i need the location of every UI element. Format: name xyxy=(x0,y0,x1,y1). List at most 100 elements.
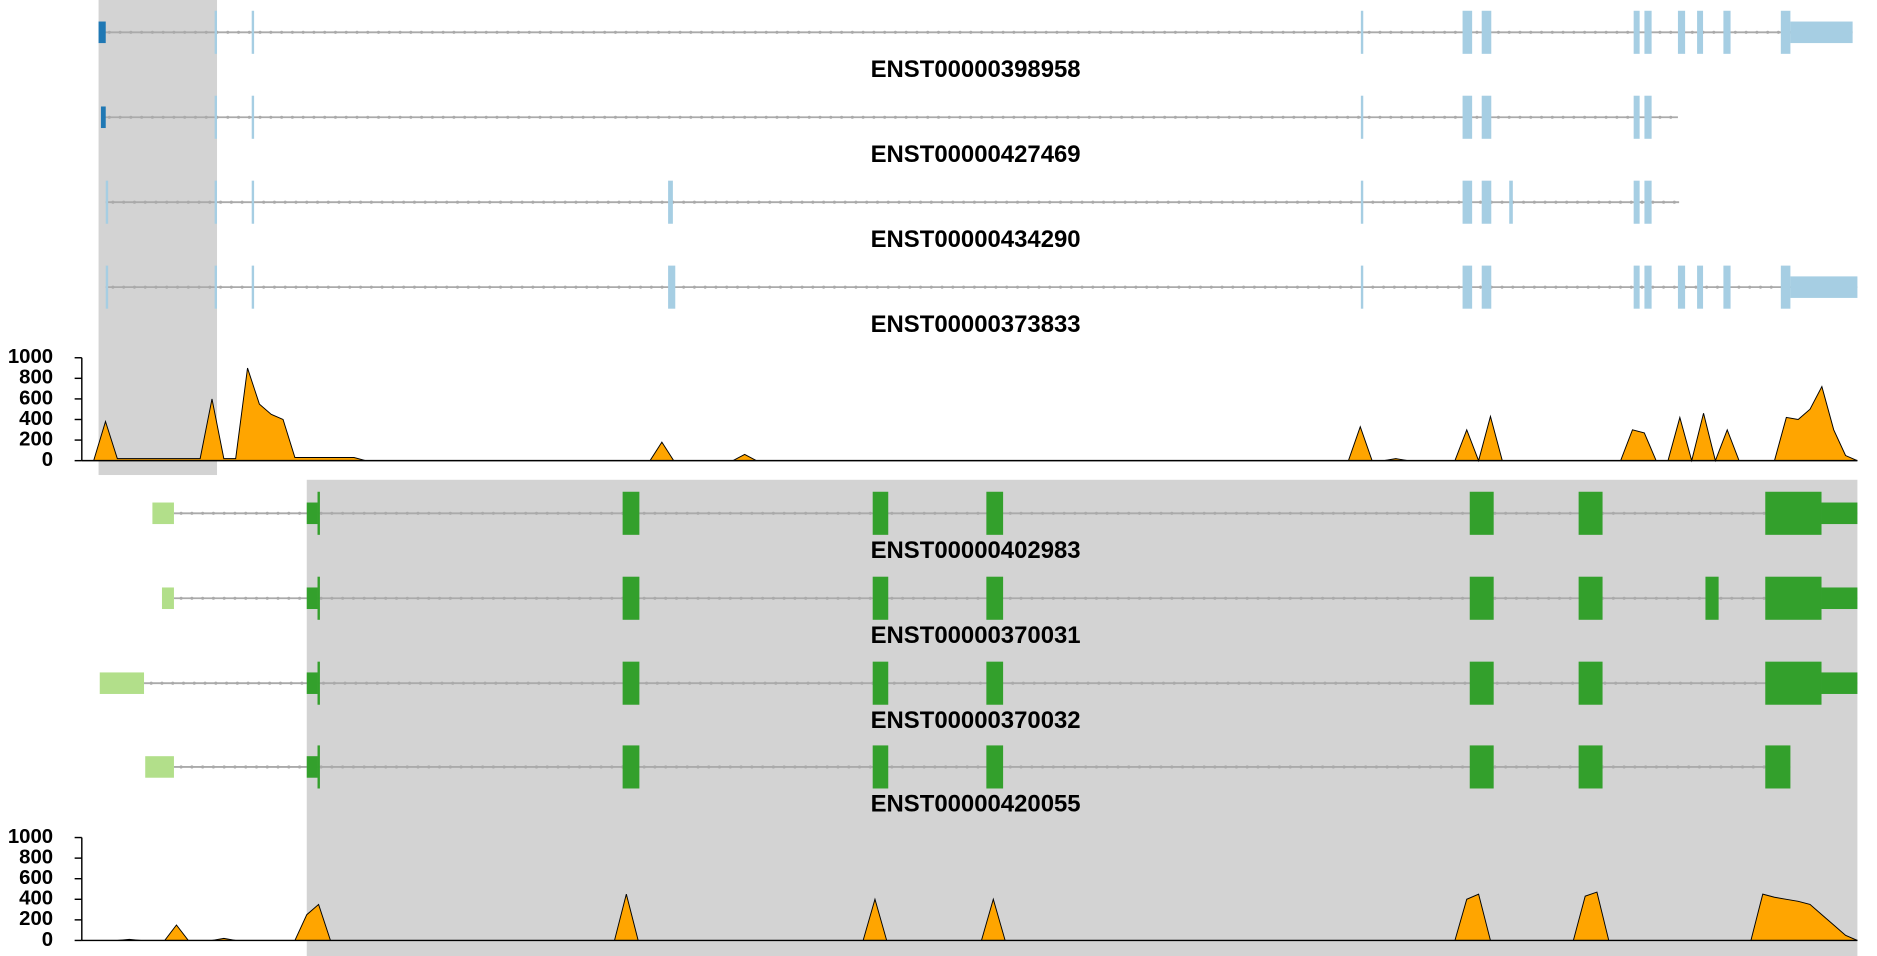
intron-dot xyxy=(488,285,492,289)
intron-dot xyxy=(509,200,513,204)
intron-dot xyxy=(1694,285,1698,289)
intron-dot xyxy=(707,511,711,515)
intron-dot xyxy=(696,596,700,600)
intron-dot xyxy=(1565,285,1569,289)
exon xyxy=(622,661,640,705)
intron-dot xyxy=(978,681,982,685)
intron-dot xyxy=(1026,200,1030,204)
intron-dot xyxy=(698,681,702,685)
intron-dot xyxy=(150,30,154,34)
intron-dot xyxy=(1310,511,1314,515)
intron-dot xyxy=(735,285,740,289)
intron-dot xyxy=(312,30,316,34)
intron-dot xyxy=(244,511,248,515)
intron-dot xyxy=(692,200,696,204)
intron-dot xyxy=(840,115,844,119)
intron-dot xyxy=(315,285,320,289)
intron-dot xyxy=(1008,765,1012,769)
intron-dot xyxy=(534,511,539,515)
exon xyxy=(1481,95,1492,139)
intron-dot xyxy=(653,596,657,600)
intron-dot xyxy=(1181,511,1185,515)
intron-dot xyxy=(1277,596,1282,600)
intron-dot xyxy=(1700,681,1704,685)
intron-dot xyxy=(268,681,272,685)
exon xyxy=(1790,21,1853,44)
intron-dot xyxy=(710,115,714,119)
intron-dot xyxy=(1163,30,1167,34)
exon xyxy=(1677,10,1686,54)
intron-dot xyxy=(1446,285,1450,289)
intron-dot xyxy=(337,285,341,289)
intron-dot xyxy=(1374,596,1378,600)
intron-dot xyxy=(183,115,187,119)
intron-dot xyxy=(1435,200,1439,204)
intron-dot xyxy=(1055,30,1059,34)
intron-dot xyxy=(1517,681,1521,685)
intron-dot xyxy=(1194,681,1198,685)
intron-dot xyxy=(1453,115,1457,119)
intron-dot xyxy=(1263,200,1267,204)
intron-dot xyxy=(1256,511,1260,515)
intron-dot xyxy=(1148,596,1152,600)
exon xyxy=(105,180,109,224)
intron-dot xyxy=(1021,681,1026,685)
intron-dot xyxy=(897,200,901,204)
intron-dot xyxy=(969,115,973,119)
intron-dot xyxy=(190,511,194,515)
intron-dot xyxy=(1129,681,1133,685)
intron-dot xyxy=(1213,596,1217,600)
intron-dot xyxy=(796,115,801,119)
intron-dot xyxy=(836,596,840,600)
intron-dot xyxy=(1475,30,1479,34)
intron-dot xyxy=(455,200,460,204)
exon xyxy=(1790,276,1858,298)
intron-dot xyxy=(466,285,470,289)
exon xyxy=(1462,10,1473,54)
intron-dot xyxy=(1234,596,1238,600)
intron-dot xyxy=(1191,765,1195,769)
intron-dot xyxy=(193,115,198,119)
intron-dot xyxy=(958,30,962,34)
intron-dot xyxy=(441,115,445,119)
intron-dot xyxy=(969,30,973,34)
intron-dot xyxy=(933,765,937,769)
intron-dot xyxy=(1277,511,1282,515)
intron-dot xyxy=(1367,30,1371,34)
intron-dot xyxy=(1687,596,1691,600)
intron-dot xyxy=(1615,115,1619,119)
intron-dot xyxy=(1457,200,1461,204)
intron-dot xyxy=(1269,681,1273,685)
intron-dot xyxy=(728,596,732,600)
intron-dot xyxy=(832,285,836,289)
intron-dot xyxy=(1216,115,1221,119)
exon xyxy=(1765,576,1822,620)
intron-dot xyxy=(1108,681,1112,685)
y-tick-label: 0 xyxy=(42,929,53,951)
intron-dot xyxy=(1604,30,1608,34)
intron-dot xyxy=(1295,200,1300,204)
intron-dot xyxy=(903,681,907,685)
intron-dot xyxy=(689,30,693,34)
intron-dot xyxy=(430,30,434,34)
intron-dot xyxy=(717,596,722,600)
intron-dot xyxy=(707,596,711,600)
intron-dot xyxy=(1385,596,1389,600)
intron-dot xyxy=(700,115,704,119)
intron-dot xyxy=(323,115,327,119)
intron-dot xyxy=(150,115,154,119)
intron-dot xyxy=(1030,765,1034,769)
intron-dot xyxy=(1086,681,1090,685)
intron-dot xyxy=(1098,30,1102,34)
intron-dot xyxy=(1102,200,1106,204)
intron-dot xyxy=(1603,681,1607,685)
intron-dot xyxy=(1140,681,1144,685)
intron-dot xyxy=(1051,765,1055,769)
intron-dot xyxy=(1514,511,1518,515)
intron-dot xyxy=(836,765,840,769)
intron-dot xyxy=(140,115,144,119)
intron-dot xyxy=(804,511,808,515)
intron-dot xyxy=(129,30,133,34)
intron-dot xyxy=(226,30,230,34)
intron-dot xyxy=(610,765,614,769)
